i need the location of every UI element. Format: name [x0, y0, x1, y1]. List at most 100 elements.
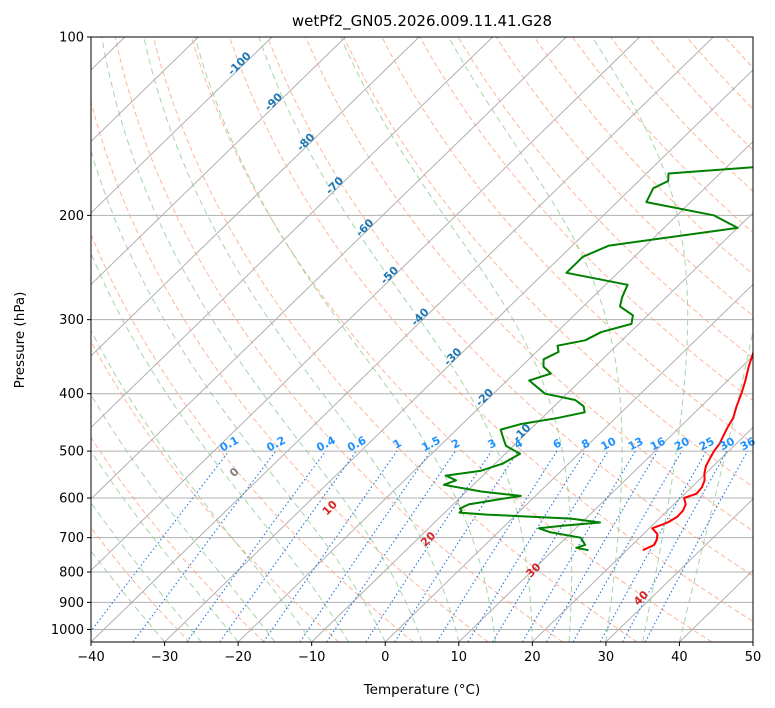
mixing-ratio-label: 20 — [672, 435, 692, 454]
mixing-ratio-label: 13 — [626, 435, 646, 454]
moist-adiabat — [91, 501, 202, 642]
isotherm — [311, 212, 753, 642]
mixing-ratio-line — [572, 450, 683, 642]
plot-frame — [90, 36, 754, 643]
mixing-ratio-line — [599, 450, 707, 642]
isotherm — [91, 37, 641, 572]
dry-adiabat — [229, 37, 753, 622]
mixing-ratio-labels: 0.1 0.2 0.4 0.6 1 1.5 2 3 4 6 8 10 13 16 20 25 30 36 — [218, 434, 758, 455]
moist-adiabat — [678, 328, 753, 642]
profile-lines — [442, 166, 753, 552]
moist-adiabat — [448, 37, 623, 642]
isotherm — [752, 641, 753, 642]
moist-adiabat — [101, 37, 423, 642]
dry-adiabat — [190, 37, 713, 642]
x-tick-label: 30 — [598, 650, 615, 665]
dry-adiabat — [305, 37, 753, 532]
x-tick-label: −40 — [77, 650, 104, 665]
moist-adiabat — [258, 37, 533, 642]
dry-adiabat — [91, 340, 340, 642]
isotherm-label: -60 — [353, 216, 376, 239]
y-tick-label: 100 — [59, 31, 84, 46]
isotherm — [91, 37, 346, 286]
isotherm-label: -30 — [441, 345, 464, 368]
isotherm — [91, 37, 273, 214]
mixing-ratio-label: 10 — [599, 435, 619, 454]
x-tick-label: 0 — [381, 650, 389, 665]
y-tick-label: 700 — [59, 531, 84, 546]
mixing-ratio-label: 36 — [738, 435, 758, 454]
dry-adiabat — [610, 37, 753, 192]
moist-adiabat — [91, 149, 386, 642]
isotherm — [164, 69, 753, 642]
mixing-ratio-line — [394, 450, 519, 642]
dry-adiabat — [724, 37, 753, 69]
dry-adiabat — [91, 233, 414, 642]
mixing-ratio-line — [263, 450, 398, 642]
x-tick-label: 10 — [451, 650, 468, 665]
moist-adiabat — [194, 37, 497, 642]
isotherm — [605, 498, 753, 642]
dry-adiabat-label: 40 — [631, 588, 651, 608]
isotherm-label: -100 — [225, 49, 254, 78]
mixing-ratio-line — [299, 450, 432, 642]
mixing-ratio-line — [546, 450, 658, 642]
dry-adiabat — [571, 37, 753, 234]
isotherm-label: -80 — [294, 130, 317, 153]
mixing-ratio-label: 8 — [579, 436, 592, 451]
mixing-ratio-label: 3 — [486, 436, 499, 451]
mixing-ratio-label: 25 — [697, 435, 717, 454]
isotherm-label: -90 — [262, 90, 285, 113]
dry-adiabat — [763, 37, 775, 642]
x-tick-label: 40 — [671, 650, 688, 665]
mixing-ratio-line — [365, 450, 493, 642]
mixing-ratio-label: 1 — [391, 436, 404, 451]
moist-adiabat — [591, 37, 689, 642]
y-tick-label: 400 — [59, 387, 84, 402]
mixing-ratio-label: 16 — [648, 435, 668, 454]
isotherm-label: -20 — [473, 386, 496, 409]
y-tick-label: 500 — [59, 445, 84, 460]
mixing-ratio-line — [219, 450, 357, 642]
y-tick-label: 800 — [59, 566, 84, 581]
dry-adiabat — [152, 37, 638, 642]
dewpoint-line — [442, 166, 753, 552]
background-lines — [91, 37, 775, 642]
mixing-ratio-line — [644, 450, 749, 642]
dry-adiabat — [343, 37, 753, 488]
moist-adiabat — [91, 252, 349, 642]
x-axis: −40 −30 −20 −10 0 10 20 30 40 50 — [77, 642, 761, 665]
y-tick-label: 900 — [59, 596, 84, 611]
mixing-ratio-label: 2 — [449, 436, 462, 451]
isotherm — [91, 37, 493, 429]
dry-adiabat-label: 0 — [227, 465, 242, 480]
isotherm — [384, 283, 753, 642]
moist-adiabat — [340, 37, 573, 642]
x-tick-label: 50 — [745, 650, 762, 665]
x-tick-label: −20 — [224, 650, 251, 665]
mixing-ratio-line — [91, 450, 230, 633]
y-tick-label: 200 — [59, 209, 84, 224]
mixing-ratio-line — [622, 450, 728, 642]
moist-adiabat — [91, 329, 313, 642]
dry-adiabat — [648, 37, 753, 151]
isotherm — [458, 355, 753, 642]
isotherm-label: -70 — [323, 174, 346, 197]
mixing-ratio-label: 30 — [717, 435, 737, 454]
isotherm — [531, 426, 753, 642]
y-tick-label: 600 — [59, 492, 84, 507]
moist-adiabat — [143, 37, 460, 642]
dry-adiabat-label: 20 — [418, 529, 438, 549]
mixing-ratio-line — [132, 450, 277, 642]
dry-adiabat — [114, 37, 563, 642]
mixing-ratio-line — [467, 450, 586, 642]
dry-adiabat — [419, 37, 753, 402]
dry-adiabat — [91, 436, 265, 642]
isotherm — [91, 37, 714, 642]
x-tick-label: 20 — [524, 650, 541, 665]
y-axis-label: Pressure (hPa) — [12, 292, 28, 389]
dry-adiabat — [495, 37, 753, 317]
moist-adiabat — [91, 393, 276, 642]
x-tick-label: −30 — [151, 650, 178, 665]
